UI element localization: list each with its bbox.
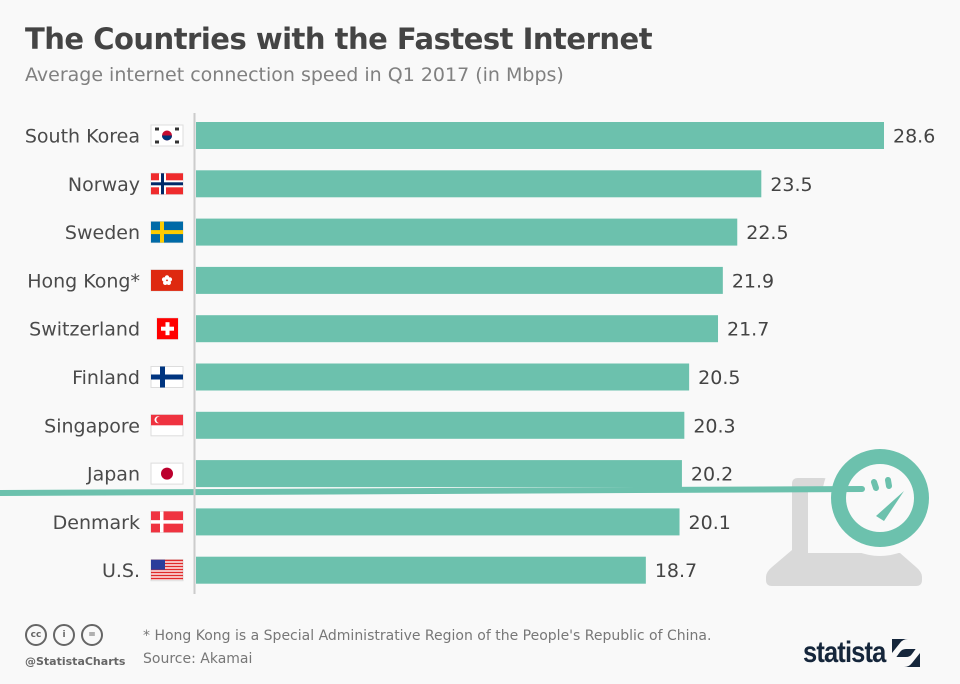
bar bbox=[196, 363, 690, 391]
flag-hong-kong-icon bbox=[150, 269, 184, 292]
statista-logo[interactable]: statista bbox=[803, 636, 921, 670]
bar bbox=[196, 460, 682, 488]
flag-sweden-icon bbox=[150, 221, 184, 244]
category-label: Singapore bbox=[44, 415, 140, 437]
value-label: 22.5 bbox=[746, 222, 788, 244]
category-label: South Korea bbox=[25, 126, 140, 148]
stripe bbox=[151, 562, 183, 565]
speedometer-laptop-icon bbox=[0, 440, 938, 586]
stripe bbox=[151, 577, 183, 580]
bauhinia-petal bbox=[163, 280, 168, 286]
flag-denmark-icon bbox=[150, 510, 184, 533]
bauhinia-petal bbox=[166, 280, 171, 286]
flag-part bbox=[151, 374, 183, 380]
flag-singapore-icon bbox=[150, 414, 184, 437]
bauhinia-petal bbox=[161, 277, 167, 282]
flag-japan-icon bbox=[150, 462, 184, 485]
flag-part bbox=[161, 326, 174, 331]
flag-finland-icon bbox=[150, 366, 184, 388]
trigram bbox=[175, 127, 179, 131]
stripe bbox=[151, 574, 183, 577]
bar bbox=[196, 218, 738, 246]
bar bbox=[196, 508, 680, 536]
category-label: Denmark bbox=[53, 512, 140, 534]
bar bbox=[196, 411, 685, 439]
license-icons: cc i = bbox=[25, 624, 103, 646]
bar bbox=[196, 556, 646, 584]
trigram bbox=[155, 127, 159, 131]
bar bbox=[196, 315, 719, 343]
value-label: 28.6 bbox=[893, 126, 935, 148]
canton bbox=[151, 559, 165, 570]
stripe bbox=[151, 565, 183, 568]
crescent-cut bbox=[156, 416, 163, 423]
bar bbox=[196, 170, 762, 198]
category-label: Finland bbox=[72, 367, 140, 389]
value-label: 18.7 bbox=[655, 560, 697, 582]
value-label: 21.7 bbox=[727, 319, 769, 341]
category-label: Sweden bbox=[65, 222, 140, 244]
flag-south-korea-icon bbox=[150, 124, 184, 147]
value-label: 21.9 bbox=[732, 270, 774, 292]
by-icon: i bbox=[53, 624, 75, 646]
sun-disc bbox=[161, 467, 173, 480]
flag-part bbox=[151, 269, 183, 291]
footnote: * Hong Kong is a Special Administrative … bbox=[143, 628, 712, 644]
trigram bbox=[155, 140, 159, 144]
cc-icon: cc bbox=[25, 624, 47, 646]
flag-us-icon bbox=[150, 559, 184, 582]
category-label: Switzerland bbox=[29, 319, 140, 341]
chart-subtitle: Average internet connection speed in Q1 … bbox=[25, 64, 564, 86]
stripe bbox=[151, 559, 183, 562]
stripe bbox=[151, 571, 183, 574]
flag-part bbox=[151, 182, 183, 186]
nd-icon: = bbox=[81, 624, 103, 646]
bauhinia-petal bbox=[167, 277, 173, 282]
value-label: 20.1 bbox=[689, 512, 731, 534]
chart-title: The Countries with the Fastest Internet bbox=[25, 22, 653, 56]
flag-switzerland-icon bbox=[156, 317, 179, 340]
value-label: 20.5 bbox=[698, 367, 740, 389]
stripe bbox=[151, 568, 183, 571]
flag-part bbox=[151, 230, 183, 235]
bar bbox=[196, 122, 884, 149]
flag-part bbox=[151, 414, 183, 426]
value-label: 20.3 bbox=[693, 415, 735, 437]
flag-norway-icon bbox=[150, 172, 184, 195]
flag-part bbox=[151, 520, 183, 524]
category-label: Japan bbox=[86, 464, 140, 486]
source-note: Source: Akamai bbox=[143, 651, 253, 667]
bar bbox=[196, 266, 723, 294]
category-label: Norway bbox=[68, 174, 140, 196]
trigram bbox=[175, 140, 179, 144]
logo-text: statista bbox=[803, 636, 886, 669]
value-label: 23.5 bbox=[770, 174, 812, 196]
twitter-handle: @StatistaCharts bbox=[25, 655, 126, 668]
category-label: U.S. bbox=[102, 560, 140, 582]
taegeuk-bottom bbox=[162, 135, 172, 141]
category-label: Hong Kong* bbox=[27, 270, 140, 292]
statista-mark-icon bbox=[892, 639, 921, 667]
value-label: 20.2 bbox=[691, 464, 733, 486]
